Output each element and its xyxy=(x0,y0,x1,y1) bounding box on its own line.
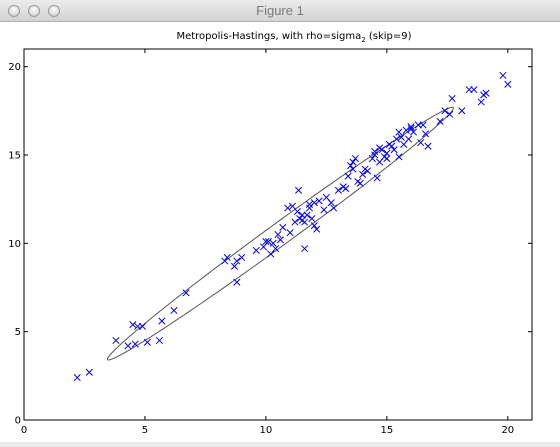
x-tick-label: 0 xyxy=(21,425,27,436)
figure-canvas: Metropolis-Hastings, with rho=sigma2 (sk… xyxy=(0,22,560,442)
chart-title-main: Metropolis-Hastings, with rho=sigma xyxy=(176,31,361,42)
scatter-chart: Metropolis-Hastings, with rho=sigma2 (sk… xyxy=(0,22,560,442)
y-tick-label: 0 xyxy=(15,416,21,427)
chart-title-tail: (skip=9) xyxy=(366,31,412,42)
x-tick-label: 5 xyxy=(142,425,148,436)
x-tick-label: 10 xyxy=(260,425,273,436)
y-tick-label: 10 xyxy=(8,239,21,250)
x-tick-label: 20 xyxy=(501,425,514,436)
x-tick-label: 15 xyxy=(380,425,393,436)
y-tick-label: 15 xyxy=(8,151,21,162)
chart-title: Metropolis-Hastings, with rho=sigma2 (sk… xyxy=(176,31,411,44)
window-title: Figure 1 xyxy=(0,3,560,18)
y-tick-label: 5 xyxy=(15,327,21,338)
window-titlebar: Figure 1 xyxy=(0,0,560,22)
y-tick-label: 20 xyxy=(8,62,21,73)
